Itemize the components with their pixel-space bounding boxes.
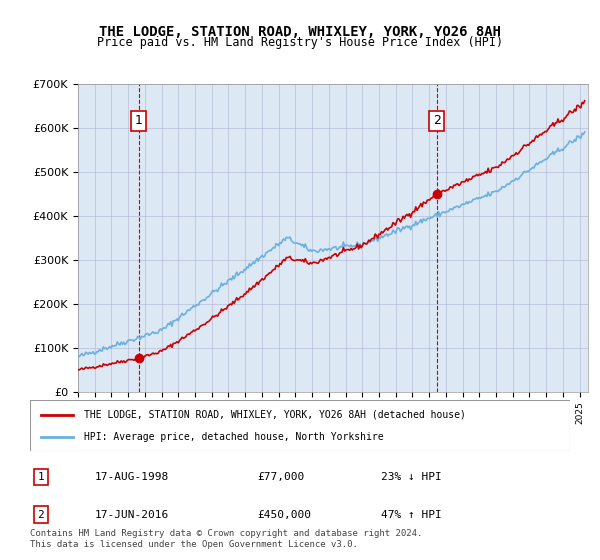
Text: THE LODGE, STATION ROAD, WHIXLEY, YORK, YO26 8AH (detached house): THE LODGE, STATION ROAD, WHIXLEY, YORK, … (84, 409, 466, 419)
Text: 1: 1 (134, 114, 143, 128)
Text: Price paid vs. HM Land Registry's House Price Index (HPI): Price paid vs. HM Land Registry's House … (97, 36, 503, 49)
Text: £450,000: £450,000 (257, 510, 311, 520)
Text: 23% ↓ HPI: 23% ↓ HPI (381, 472, 442, 482)
Text: £77,000: £77,000 (257, 472, 304, 482)
Text: HPI: Average price, detached house, North Yorkshire: HPI: Average price, detached house, Nort… (84, 432, 383, 442)
Text: 17-JUN-2016: 17-JUN-2016 (95, 510, 169, 520)
FancyBboxPatch shape (30, 400, 570, 451)
Text: THE LODGE, STATION ROAD, WHIXLEY, YORK, YO26 8AH: THE LODGE, STATION ROAD, WHIXLEY, YORK, … (99, 25, 501, 39)
Text: 2: 2 (37, 510, 44, 520)
Text: 47% ↑ HPI: 47% ↑ HPI (381, 510, 442, 520)
Text: 1: 1 (37, 472, 44, 482)
Text: 2: 2 (433, 114, 441, 128)
Text: Contains HM Land Registry data © Crown copyright and database right 2024.
This d: Contains HM Land Registry data © Crown c… (30, 529, 422, 549)
Text: 17-AUG-1998: 17-AUG-1998 (95, 472, 169, 482)
